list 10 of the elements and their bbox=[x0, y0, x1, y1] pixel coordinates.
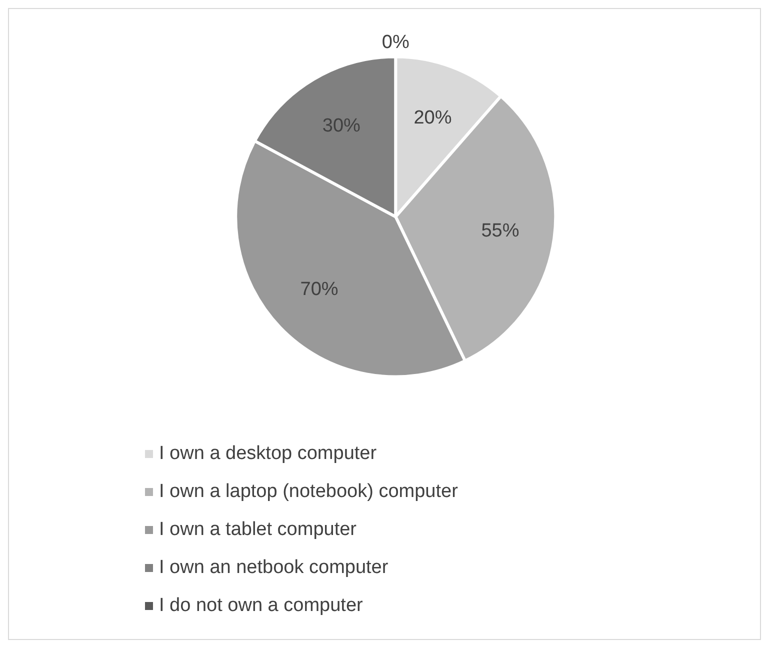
text: 0% bbox=[382, 32, 410, 54]
data-label: 30% bbox=[322, 116, 361, 137]
data-label: 55% bbox=[481, 220, 520, 242]
legend-label: I own a tablet computer bbox=[159, 519, 356, 541]
data-label: 20% bbox=[414, 107, 452, 128]
legend-label: I own an netbook computer bbox=[159, 557, 388, 579]
legend-label: I own a laptop (notebook) computer bbox=[159, 481, 458, 503]
legend-label: I do not own a computer bbox=[159, 595, 363, 617]
data-label: 70% bbox=[300, 279, 338, 300]
legend-label: I own a desktop computer bbox=[159, 443, 377, 465]
